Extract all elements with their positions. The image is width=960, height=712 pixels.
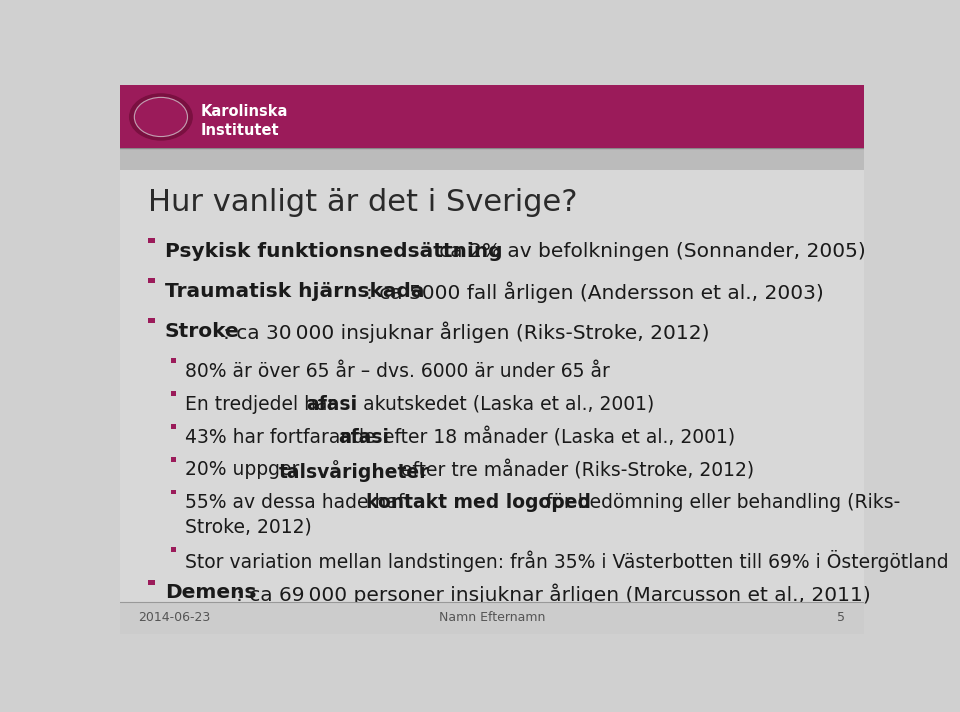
Text: 43% har fortfarande: 43% har fortfarande xyxy=(185,427,382,446)
Text: talsvårigheter: talsvårigheter xyxy=(278,461,429,483)
Text: : ca 30 000 insjuknar årligen (Riks-Stroke, 2012): : ca 30 000 insjuknar årligen (Riks-Stro… xyxy=(223,322,709,343)
Bar xyxy=(120,149,864,602)
Bar xyxy=(171,490,176,494)
Text: Traumatisk hjärnskada: Traumatisk hjärnskada xyxy=(165,282,424,300)
Bar xyxy=(148,278,155,283)
Text: Demens: Demens xyxy=(165,583,256,602)
Text: En tredjedel har: En tredjedel har xyxy=(185,394,342,414)
Bar xyxy=(120,602,864,634)
Text: 80% är över 65 år – dvs. 6000 är under 65 år: 80% är över 65 år – dvs. 6000 är under 6… xyxy=(185,362,611,381)
Text: afasi: afasi xyxy=(306,394,358,414)
Bar xyxy=(171,392,176,396)
Text: Stroke, 2012): Stroke, 2012) xyxy=(185,518,312,537)
Text: kontakt med logoped: kontakt med logoped xyxy=(366,493,590,513)
Text: afasi: afasi xyxy=(338,427,389,446)
Text: Karolinska: Karolinska xyxy=(201,105,288,120)
Bar xyxy=(171,457,176,461)
Text: i akutskedet (Laska et al., 2001): i akutskedet (Laska et al., 2001) xyxy=(347,394,655,414)
Bar xyxy=(148,580,155,585)
Text: Hur vanligt är det i Sverige?: Hur vanligt är det i Sverige? xyxy=(148,188,578,217)
Bar xyxy=(171,424,176,429)
Circle shape xyxy=(130,94,192,140)
Text: Stor variation mellan landstingen: från 35% i Västerbotten till 69% i Östergötla: Stor variation mellan landstingen: från … xyxy=(185,550,949,572)
Text: efter 18 månader (Laska et al., 2001): efter 18 månader (Laska et al., 2001) xyxy=(377,427,735,448)
Bar xyxy=(148,238,155,244)
Bar xyxy=(171,547,176,552)
Text: 2014-06-23: 2014-06-23 xyxy=(138,612,211,624)
Circle shape xyxy=(134,98,187,137)
Text: Namn Efternamn: Namn Efternamn xyxy=(439,612,545,624)
Text: Psykisk funktionsnedsättning: Psykisk funktionsnedsättning xyxy=(165,241,502,261)
Bar xyxy=(120,149,864,170)
Bar xyxy=(120,85,864,149)
Text: 20% uppger: 20% uppger xyxy=(185,461,306,479)
Bar xyxy=(171,358,176,363)
Text: för bedömning eller behandling (Riks-: för bedömning eller behandling (Riks- xyxy=(540,493,900,513)
Bar xyxy=(148,318,155,323)
Text: : ca 69 000 personer insjuknar årligen (Marcusson et al., 2011): : ca 69 000 personer insjuknar årligen (… xyxy=(235,583,871,605)
Text: 5: 5 xyxy=(837,612,846,624)
Text: : ca 2% av befolkningen (Sonnander, 2005): : ca 2% av befolkningen (Sonnander, 2005… xyxy=(426,241,866,261)
Text: : ca 5000 fall årligen (Andersson et al., 2003): : ca 5000 fall årligen (Andersson et al.… xyxy=(366,282,824,303)
Text: 55% av dessa hade haft: 55% av dessa hade haft xyxy=(185,493,418,513)
Text: efter tre månader (Riks-Stroke, 2012): efter tre månader (Riks-Stroke, 2012) xyxy=(396,461,755,481)
Text: Stroke: Stroke xyxy=(165,322,239,341)
Text: Institutet: Institutet xyxy=(201,123,279,138)
